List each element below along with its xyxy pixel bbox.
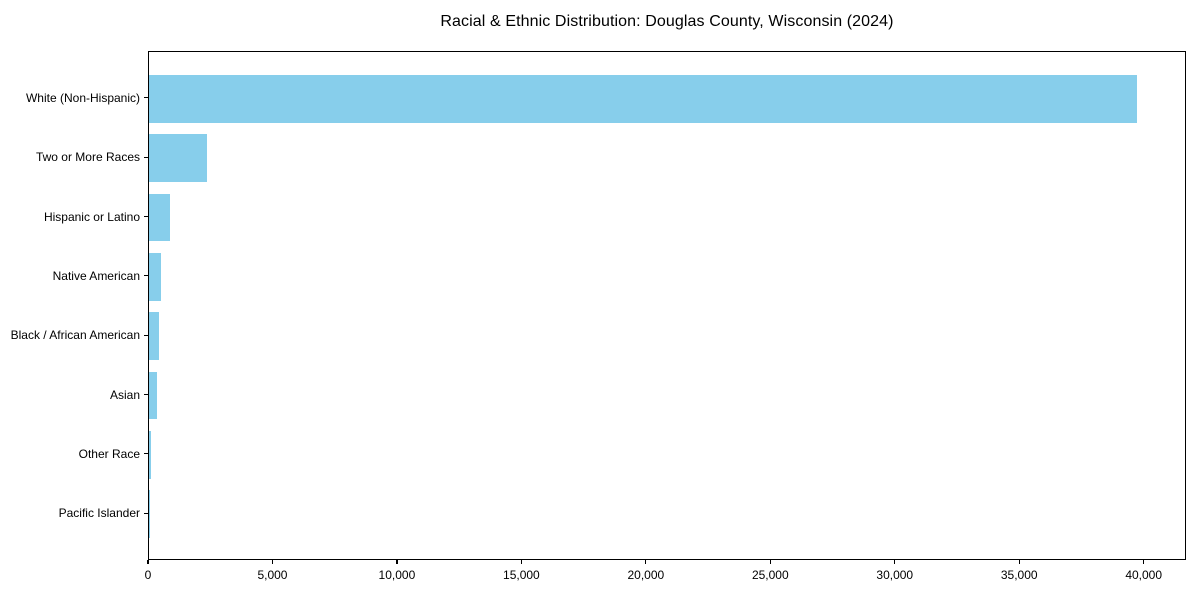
y-tick-black-african-american <box>144 334 148 336</box>
x-tick-label-35000: 35,000 <box>1000 568 1038 582</box>
y-tick-label-pacific-islander: Pacific Islander <box>58 506 140 521</box>
y-tick-label-other-race: Other Race <box>78 446 140 461</box>
y-tick-label-white-non-hispanic: White (Non-Hispanic) <box>25 90 140 105</box>
x-tick-30000 <box>894 560 896 564</box>
x-tick-5000 <box>271 560 274 564</box>
plot-area <box>148 51 1186 560</box>
bar-asian <box>149 371 158 420</box>
x-tick-label-20000: 20,000 <box>627 568 665 582</box>
x-tick-35000 <box>1018 560 1020 564</box>
y-tick-asian <box>144 393 148 396</box>
x-tick-label-5000: 5,000 <box>257 568 288 582</box>
bar-black-african-american <box>149 312 160 360</box>
y-tick-white-non-hispanic <box>144 97 148 99</box>
y-tick-other-race <box>144 453 148 455</box>
x-tick-label-25000: 25,000 <box>751 568 789 582</box>
x-tick-label-10000: 10,000 <box>378 568 416 582</box>
x-tick-40000 <box>1143 560 1145 564</box>
x-tick-15000 <box>520 560 522 564</box>
bar-white-non-hispanic <box>149 75 1138 123</box>
x-tick-label-30000: 30,000 <box>876 568 914 582</box>
y-tick-two-or-more-races <box>144 156 148 158</box>
y-tick-label-hispanic-or-latino: Hispanic or Latino <box>43 209 140 224</box>
chart-title: Racial & Ethnic Distribution: Douglas Co… <box>440 13 894 30</box>
y-tick-label-two-or-more-races: Two or More Races <box>35 150 140 165</box>
bar-other-race <box>149 431 152 479</box>
bar-native-american <box>149 253 162 301</box>
x-tick-0 <box>147 560 149 564</box>
y-tick-hispanic-or-latino <box>144 215 148 218</box>
y-tick-label-black-african-american: Black / African American <box>10 328 140 343</box>
bar-hispanic-or-latino <box>149 193 171 242</box>
y-tick-pacific-islander <box>144 512 148 514</box>
y-tick-label-asian: Asian <box>109 387 140 402</box>
x-tick-10000 <box>396 560 398 564</box>
x-tick-label-15000: 15,000 <box>503 568 540 582</box>
x-tick-25000 <box>769 560 771 564</box>
x-tick-20000 <box>645 560 647 564</box>
x-tick-label-0: 0 <box>144 568 152 582</box>
y-tick-native-american <box>144 275 148 277</box>
bar-two-or-more-races <box>149 134 208 182</box>
x-tick-label-40000: 40,000 <box>1125 568 1163 582</box>
y-tick-label-native-american: Native American <box>52 268 140 283</box>
